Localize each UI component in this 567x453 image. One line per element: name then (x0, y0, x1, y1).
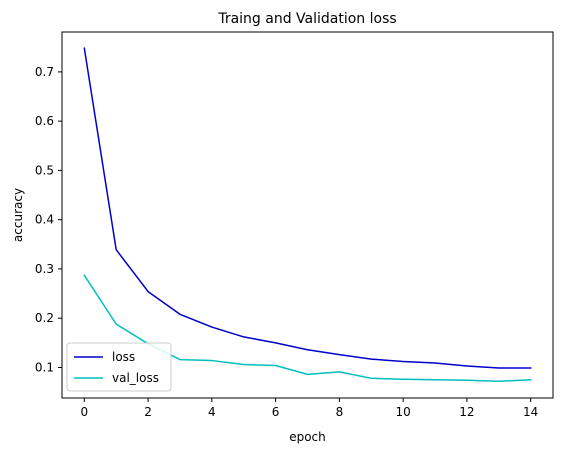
x-tick-label: 0 (80, 405, 88, 419)
y-tick-label: 0.2 (35, 311, 54, 325)
x-tick-label: 4 (208, 405, 216, 419)
series-line-loss (83, 47, 532, 369)
x-axis-ticks: 0 2 4 6 8 10 12 14 (80, 398, 538, 419)
y-tick-label: 0.6 (35, 114, 54, 128)
x-tick-label: 6 (272, 405, 280, 419)
y-tick-label: 0.4 (35, 213, 54, 227)
y-tick-label: 0.3 (35, 262, 54, 276)
legend-label: loss (112, 350, 135, 364)
x-tick-label: 10 (396, 405, 411, 419)
x-tick-label: 2 (144, 405, 152, 419)
x-tick-label: 12 (459, 405, 474, 419)
y-tick-label: 0.7 (35, 65, 54, 79)
y-tick-label: 0.1 (35, 360, 54, 374)
y-axis-label: accuracy (11, 188, 25, 242)
y-axis-ticks: 0.1 0.2 0.3 0.4 0.5 0.6 0.7 (35, 65, 62, 374)
legend-label: val_loss (112, 371, 159, 385)
y-tick-label: 0.5 (35, 163, 54, 177)
plot-frame (61, 31, 554, 399)
legend: loss val_loss (66, 342, 172, 392)
x-tick-label: 14 (523, 405, 538, 419)
chart-title: Traing and Validation loss (217, 11, 396, 27)
x-tick-label: 8 (336, 405, 344, 419)
x-axis-label: epoch (289, 430, 326, 444)
legend-box (66, 342, 172, 392)
plot-area (62, 32, 553, 398)
